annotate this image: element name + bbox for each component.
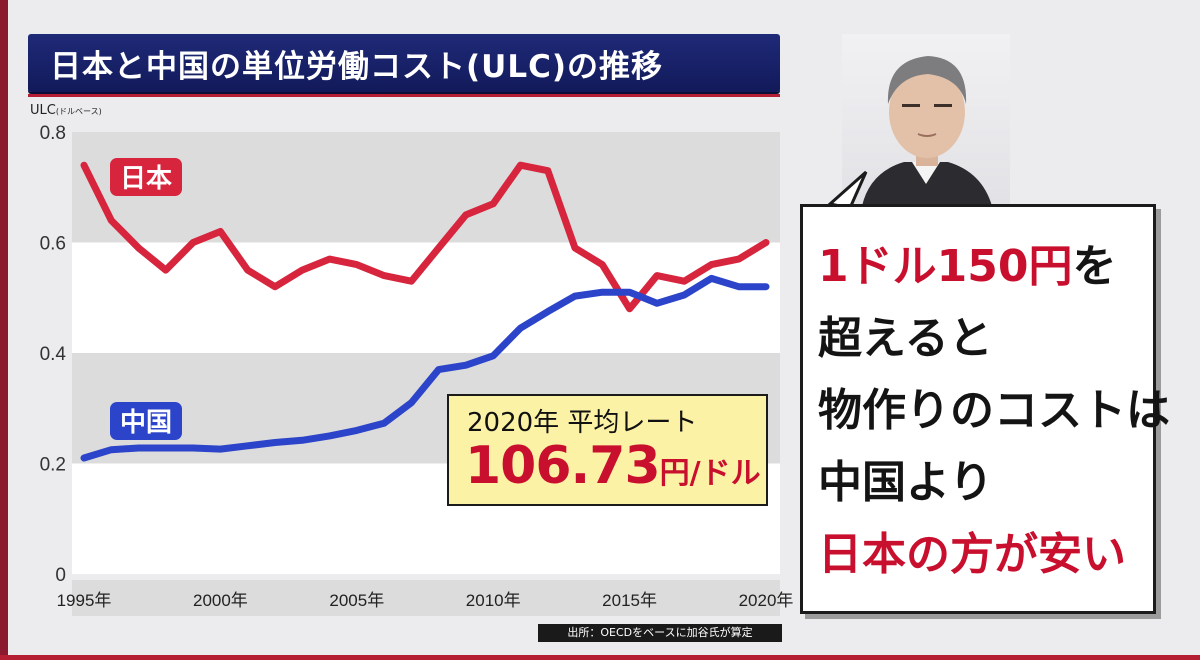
message-line-1: 1ドル150円を [818, 230, 1116, 294]
series-line-china [80, 274, 770, 462]
y-tick-label: 0.4 [40, 344, 67, 365]
source-note: 出所：OECDをベースに加谷氏が算定 [538, 624, 782, 642]
bottom-frame-bar [0, 655, 1200, 660]
legend-label-japan: 日本 [120, 164, 172, 194]
ulc-line-chart: 0 0.2 0.4 0.6 0.8 1995年 2000年 2005年 2010年 2015年 2… [40, 123, 794, 616]
x-tick-label: 2010年 [466, 591, 521, 610]
speech-bubble [800, 204, 1156, 614]
y-axis-label-text: ULC [30, 103, 56, 118]
callout-value-line: 106.73円/ドル [465, 436, 761, 496]
x-tick-label: 2020年 [739, 591, 794, 610]
y-tick-label: 0 [55, 565, 66, 586]
chart-title: 日本と中国の単位労働コスト(ULC)の推移 [50, 48, 664, 85]
message-line-5: 日本の方が安い [818, 529, 1126, 580]
y-tick-label: 0.8 [40, 123, 66, 144]
grid-band [72, 132, 780, 243]
legend-badge-japan [110, 158, 182, 196]
y-tick-label: 0.2 [40, 455, 66, 476]
message-line-2: 超えると [818, 313, 993, 364]
x-tick-label: 2005年 [329, 591, 384, 610]
x-axis-band [72, 580, 780, 616]
y-tick-label: 0.6 [40, 234, 66, 255]
legend-label-china: 中国 [120, 408, 172, 438]
series-line-japan [80, 161, 770, 313]
x-tick-label: 2000年 [193, 591, 248, 610]
chart-title-banner: 日本と中国の単位労働コスト(ULC)の推移 [28, 34, 780, 92]
message-highlight-rate: 1ドル150円 [818, 241, 1073, 292]
exchange-rate-callout: 2020年 平均レート 106.73円/ドル [447, 394, 768, 506]
message-line-4: 中国より [818, 457, 994, 508]
message-line-3: 物作りのコストは [818, 385, 1170, 436]
x-tick-label: 1995年 [57, 591, 112, 610]
y-axis-unit: (ドルベース) [55, 107, 102, 116]
title-underline [28, 94, 780, 97]
legend-badge-china [110, 402, 182, 440]
presenter-photo [842, 34, 1010, 206]
y-axis-label: ULC(ドルベース) [30, 103, 102, 118]
message-particle: を [1072, 241, 1117, 292]
callout-heading: 2020年 平均レート [467, 408, 698, 438]
left-frame-bar [0, 0, 8, 660]
callout-unit: 円/ドル [659, 456, 761, 491]
x-tick-label: 2015年 [602, 591, 657, 610]
callout-value: 106.73 [465, 436, 661, 496]
